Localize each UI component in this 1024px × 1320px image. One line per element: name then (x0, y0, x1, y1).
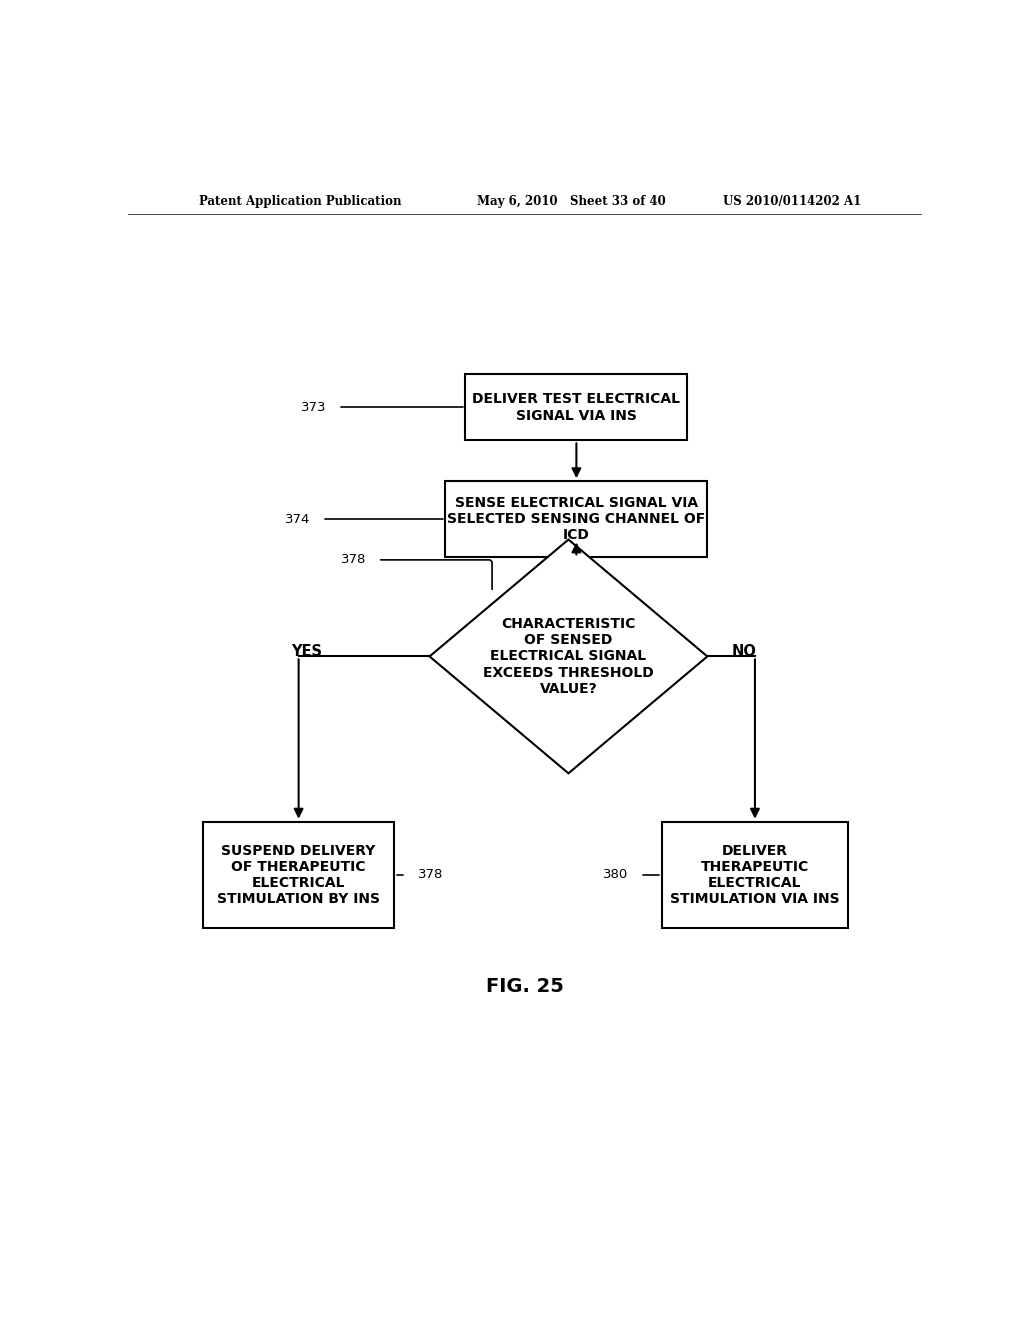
Text: 378: 378 (341, 553, 367, 566)
FancyBboxPatch shape (465, 375, 687, 441)
Text: DELIVER
THERAPEUTIC
ELECTRICAL
STIMULATION VIA INS: DELIVER THERAPEUTIC ELECTRICAL STIMULATI… (670, 843, 840, 907)
FancyBboxPatch shape (204, 821, 394, 928)
Text: SENSE ELECTRICAL SIGNAL VIA
SELECTED SENSING CHANNEL OF
ICD: SENSE ELECTRICAL SIGNAL VIA SELECTED SEN… (447, 496, 706, 543)
Text: 378: 378 (418, 869, 443, 882)
FancyBboxPatch shape (662, 821, 848, 928)
Text: DELIVER TEST ELECTRICAL
SIGNAL VIA INS: DELIVER TEST ELECTRICAL SIGNAL VIA INS (472, 392, 680, 422)
Text: YES: YES (292, 644, 323, 659)
Text: 380: 380 (603, 869, 628, 882)
Text: FIG. 25: FIG. 25 (485, 977, 564, 997)
Text: US 2010/0114202 A1: US 2010/0114202 A1 (723, 194, 861, 207)
Text: May 6, 2010   Sheet 33 of 40: May 6, 2010 Sheet 33 of 40 (477, 194, 666, 207)
FancyBboxPatch shape (445, 480, 708, 557)
Text: NO: NO (731, 644, 756, 659)
Text: CHARACTERISTIC
OF SENSED
ELECTRICAL SIGNAL
EXCEEDS THRESHOLD
VALUE?: CHARACTERISTIC OF SENSED ELECTRICAL SIGN… (483, 616, 653, 696)
Text: 373: 373 (301, 401, 327, 414)
Text: 374: 374 (285, 512, 310, 525)
Polygon shape (430, 540, 708, 774)
Text: Patent Application Publication: Patent Application Publication (200, 194, 402, 207)
Text: SUSPEND DELIVERY
OF THERAPEUTIC
ELECTRICAL
STIMULATION BY INS: SUSPEND DELIVERY OF THERAPEUTIC ELECTRIC… (217, 843, 380, 907)
